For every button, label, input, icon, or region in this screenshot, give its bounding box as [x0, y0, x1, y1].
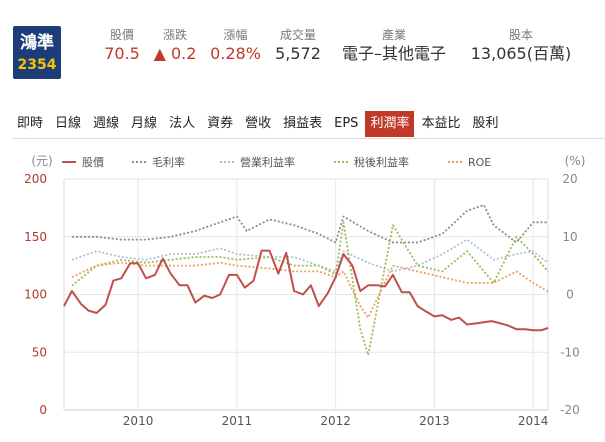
tab-9[interactable]: 利潤率: [365, 111, 415, 137]
right-unit-label: (%): [565, 154, 586, 168]
legend-label-1: 毛利率: [152, 155, 185, 169]
price-value: 70.5: [104, 44, 140, 63]
series-line-3: [71, 221, 549, 357]
legend-label-3: 稅後利益率: [354, 155, 409, 169]
tab-2[interactable]: 週線: [93, 116, 120, 131]
tab-6[interactable]: 營收: [245, 116, 272, 131]
x-tick-label: 2014: [518, 414, 549, 428]
volume-stat: 成交量 5,572: [272, 28, 324, 65]
right-tick-label: 0: [566, 288, 574, 302]
legend-label-0: 股價: [82, 155, 104, 169]
change-value: 0.2: [170, 44, 197, 63]
legend-label-2: 營業利益率: [240, 155, 295, 169]
left-tick-label: 50: [32, 345, 47, 359]
volume-label: 成交量: [279, 28, 316, 42]
change-value-wrap: ▲ 0.2: [150, 43, 200, 65]
left-tick-label: 200: [24, 172, 47, 186]
change-stat: 漲跌 ▲ 0.2: [150, 28, 200, 65]
right-tick-label: 10: [562, 230, 577, 244]
up-arrow-icon: ▲: [153, 44, 166, 63]
legend-label-4: ROE: [468, 156, 491, 169]
stock-name: 鴻準: [20, 33, 54, 53]
change-pct-value: 0.28%: [210, 44, 261, 63]
capital-label: 股本: [508, 28, 533, 42]
change-label: 漲跌: [162, 28, 187, 42]
tab-10[interactable]: 本益比: [421, 116, 461, 131]
tab-3[interactable]: 月線: [131, 116, 158, 131]
right-tick-label: 20: [562, 172, 577, 186]
right-tick-label: -20: [560, 403, 580, 417]
series-line-4: [71, 261, 549, 319]
industry-label: 產業: [381, 28, 406, 42]
series-line-2: [71, 238, 549, 273]
change-pct-label: 漲幅: [223, 28, 248, 42]
capital-stat: 股本 13,065(百萬): [462, 28, 580, 65]
industry-value: 電子–其他電子: [341, 44, 446, 63]
left-tick-label: 150: [24, 230, 47, 244]
price-label: 股價: [109, 28, 134, 42]
tab-4[interactable]: 法人: [169, 116, 196, 131]
tab-7[interactable]: 損益表: [283, 116, 323, 131]
left-unit-label: (元): [31, 154, 52, 168]
x-tick-label: 2011: [222, 414, 253, 428]
tab-8[interactable]: EPS: [334, 116, 359, 131]
tab-11[interactable]: 股利: [472, 116, 499, 131]
volume-value: 5,572: [275, 44, 321, 63]
price-stat: 股價 70.5: [102, 28, 142, 65]
capital-value: 13,065(百萬): [470, 44, 572, 63]
stock-logo: 鴻準 2354: [13, 26, 61, 79]
left-tick-label: 0: [39, 403, 47, 417]
right-tick-label: -10: [560, 345, 580, 359]
tab-1[interactable]: 日線: [55, 116, 82, 131]
tab-5[interactable]: 資券: [207, 116, 234, 131]
x-tick-label: 2012: [320, 414, 351, 428]
industry-stat: 產業 電子–其他電子: [335, 28, 453, 65]
stock-code: 2354: [17, 57, 57, 73]
left-tick-label: 100: [24, 288, 47, 302]
tab-divider: [12, 138, 605, 139]
x-tick-label: 2013: [419, 414, 450, 428]
tab-bar: 即時 日線 週線 月線 法人 資券 營收 損益表 EPS 利潤率 本益比 股利: [12, 111, 505, 137]
x-tick-label: 2010: [123, 414, 154, 428]
tab-0[interactable]: 即時: [17, 116, 44, 131]
change-pct-stat: 漲幅 0.28%: [208, 28, 263, 65]
series-line-0: [63, 249, 549, 332]
series-line-1: [71, 204, 548, 244]
